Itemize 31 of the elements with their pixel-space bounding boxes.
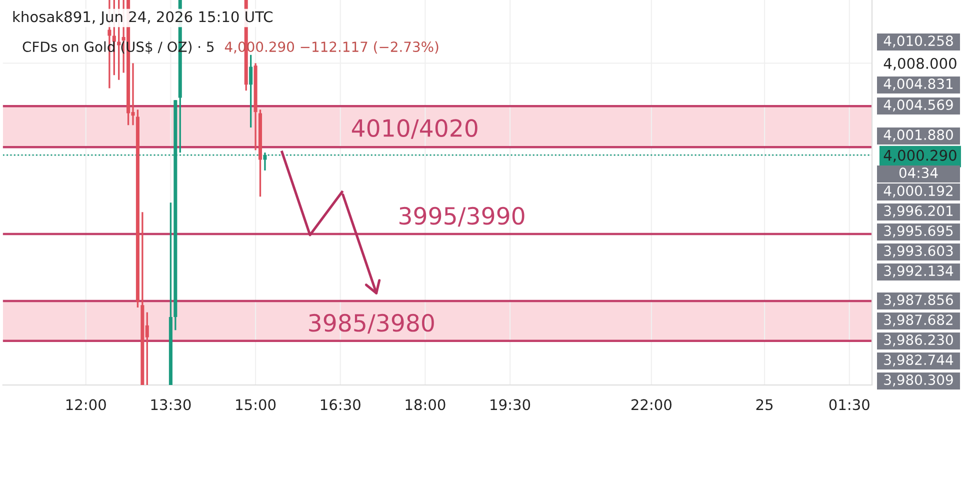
y-tick-label: 4,008.000 [884,58,956,70]
candlestick [249,54,253,128]
annotation: 3995/3990 [400,206,524,227]
x-tick-label: 18:00 [406,399,446,410]
x-tick-label: 19:30 [490,399,530,410]
text: 4,000.192 [884,186,952,198]
text: 3,980.309 [884,374,953,386]
x-tick-label: 13:30 [151,399,191,410]
y-tick-label: 4,000.290 [884,150,956,162]
text: 3,986.230 [884,334,953,346]
text: 3,996.201 [884,206,953,218]
text: 4,004.831 [884,78,953,90]
x-tick-label: 16:30 [320,399,360,410]
annotation: 3985/3980 [309,314,434,334]
text: 3,987.856 [884,294,953,306]
x-tick-label: 25 [756,399,773,410]
x-tick-label: 12:00 [66,399,106,410]
annotation: 4010/4020 [352,119,478,139]
text: khosak891, Jun 24, 2026 15:10 UTC [13,10,272,25]
text: 3,995.695 [884,226,953,238]
text: 3,992.134 [884,266,954,278]
x-tick-label: 01:30 [829,399,870,410]
text: 3,987.682 [884,314,952,326]
text: 4,010.258 [884,36,953,48]
x-tick-label: 22:00 [631,399,672,410]
x-tick-label: 15:00 [236,399,276,410]
text: 4,001.880 [884,130,953,142]
text: 4,004.569 [884,100,953,112]
text: 04:34 [899,168,938,178]
text: 3,993.603 [884,246,953,258]
text: 3,982.744 [884,354,954,366]
